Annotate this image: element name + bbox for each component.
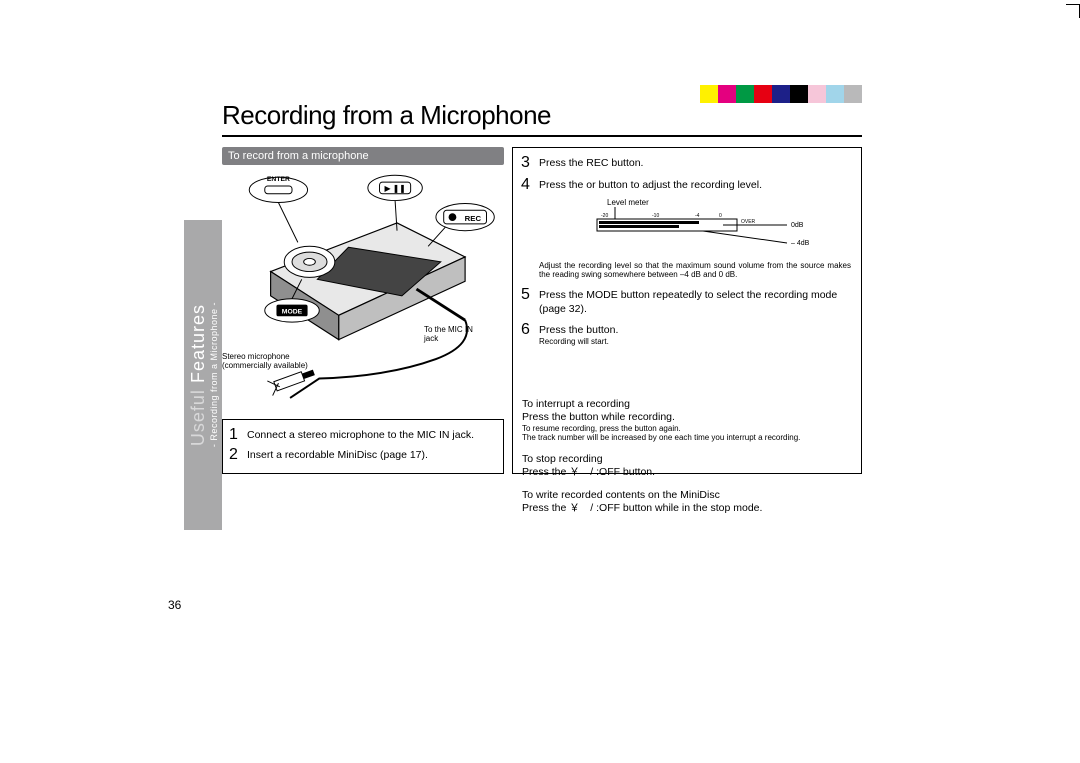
stop-heading: To stop recording — [522, 453, 852, 466]
left-steps-box: 1 Connect a stereo microphone to the MIC… — [222, 419, 504, 474]
step-text: Press the MODE button repeatedly to sele… — [539, 287, 853, 315]
write-heading: To write recorded contents on the MiniDi… — [522, 489, 852, 502]
color-swatch — [790, 85, 808, 103]
interrupt-heading: To interrupt a recording — [522, 398, 852, 411]
svg-text:-4: -4 — [695, 213, 700, 219]
page-number: 36 — [168, 598, 181, 612]
step-text: Press the REC button. — [539, 155, 853, 170]
svg-text:0dB: 0dB — [791, 222, 804, 229]
title-rule — [222, 135, 862, 137]
color-swatch — [844, 85, 862, 103]
svg-text:MODE: MODE — [282, 308, 303, 315]
section-tab-title: Useful Features — [186, 304, 209, 446]
device-illustration: ENTER ▶ ❚❚ REC — [222, 171, 504, 411]
subsection-header: To record from a microphone — [222, 147, 504, 165]
additional-instructions: To interrupt a recording Press the butto… — [522, 398, 852, 515]
step-2: 2 Insert a recordable MiniDisc (page 17)… — [229, 447, 497, 463]
write-step: Press the ￥ / :OFF button while in the s… — [522, 502, 852, 515]
step-5: 5 Press the MODE button repeatedly to se… — [521, 287, 853, 315]
svg-text:ENTER: ENTER — [267, 176, 290, 183]
step-text: Press the or button to adjust the record… — [539, 177, 853, 192]
section-tab: Useful Features - Recording from a Micro… — [184, 220, 222, 530]
svg-text:OVER: OVER — [741, 219, 756, 225]
adjust-level-note: Adjust the recording level so that the m… — [521, 261, 853, 279]
step-text: Insert a recordable MiniDisc (page 17). — [247, 447, 497, 462]
step-number: 6 — [521, 322, 539, 338]
color-swatch — [754, 85, 772, 103]
recording-start-note: Recording will start. — [539, 337, 853, 346]
mic-in-jack-label: To the MIC IN jack — [424, 326, 484, 344]
page-title: Recording from a Microphone — [222, 100, 862, 131]
step-text: Press the button. Recording will start. — [539, 322, 853, 346]
manual-page: Useful Features - Recording from a Micro… — [222, 100, 862, 660]
color-swatch — [700, 85, 718, 103]
section-tab-title-part1: Useful — [188, 389, 208, 446]
step-1: 1 Connect a stereo microphone to the MIC… — [229, 427, 497, 443]
color-swatch — [718, 85, 736, 103]
stop-step: Press the ￥ / :OFF button. — [522, 466, 852, 479]
step-number: 5 — [521, 287, 539, 303]
level-meter-diagram: Level meter -20 -10 -4 0 OVER — [521, 197, 853, 257]
svg-text:REC: REC — [465, 214, 482, 223]
left-column: To record from a microphone — [222, 147, 512, 474]
svg-text:-20: -20 — [601, 213, 608, 219]
step-text: Connect a stereo microphone to the MIC I… — [247, 427, 497, 442]
color-swatch — [736, 85, 754, 103]
step-6: 6 Press the button. Recording will start… — [521, 322, 853, 346]
stereo-mic-label: Stereo microphone (commercially availabl… — [222, 353, 322, 371]
crop-mark — [1046, 4, 1080, 38]
track-number-note: The track number will be increased by on… — [522, 433, 852, 442]
step-number: 4 — [521, 177, 539, 193]
color-swatch — [808, 85, 826, 103]
svg-text:▶ ❚❚: ▶ ❚❚ — [385, 184, 406, 193]
svg-text:– 4dB: – 4dB — [791, 240, 810, 247]
color-swatch — [772, 85, 790, 103]
step-number: 3 — [521, 155, 539, 171]
svg-text:Level meter: Level meter — [607, 198, 649, 207]
svg-text:-10: -10 — [652, 213, 659, 219]
step-number: 2 — [229, 447, 247, 463]
interrupt-step: Press the button while recording. — [522, 411, 852, 424]
section-tab-title-part2: Features — [188, 304, 208, 383]
step-number: 1 — [229, 427, 247, 443]
color-registration-strip — [700, 85, 862, 103]
step-3: 3 Press the REC button. — [521, 155, 853, 171]
color-swatch — [826, 85, 844, 103]
step-4: 4 Press the or button to adjust the reco… — [521, 177, 853, 193]
svg-text:0: 0 — [719, 213, 722, 219]
section-tab-subtitle: - Recording from a Microphone - — [209, 302, 221, 447]
resume-note: To resume recording, press the button ag… — [522, 424, 852, 433]
device-svg: ENTER ▶ ❚❚ REC — [222, 171, 504, 411]
